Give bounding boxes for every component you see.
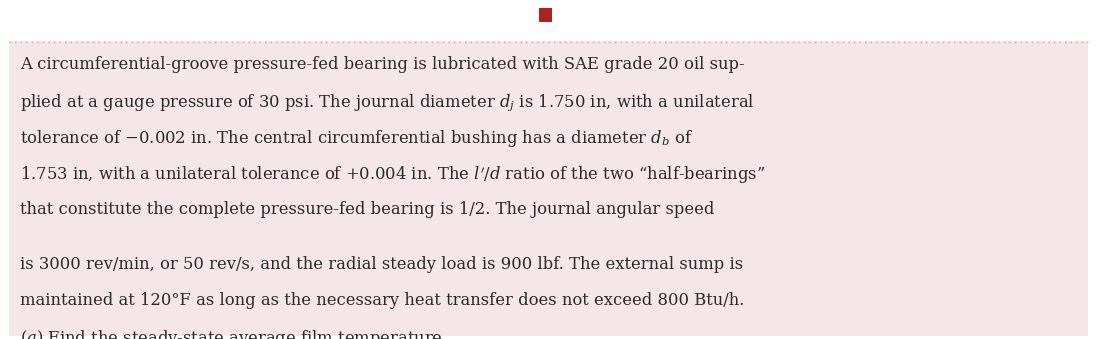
Text: that constitute the complete pressure-fed bearing is 1/2. The journal angular sp: that constitute the complete pressure-fe… (20, 201, 714, 218)
Bar (9, 41, 1088, 336)
Text: A circumferential-groove pressure-fed bearing is lubricated with SAE grade 20 oi: A circumferential-groove pressure-fed be… (20, 56, 745, 73)
Text: maintained at 120°F as long as the necessary heat transfer does not exceed 800 B: maintained at 120°F as long as the neces… (20, 292, 744, 309)
Text: is 3000 rev/min, or 50 rev/s, and the radial steady load is 900 lbf. The externa: is 3000 rev/min, or 50 rev/s, and the ra… (20, 256, 743, 273)
Text: ($a$) Find the steady-state average film temperature.: ($a$) Find the steady-state average film… (20, 328, 448, 339)
Text: plied at a gauge pressure of 30 psi. The journal diameter $d_j$ is 1.750 in, wit: plied at a gauge pressure of 30 psi. The… (20, 92, 755, 113)
Bar (539, 8, 552, 22)
Text: 1.753 in, with a unilateral tolerance of +0.004 in. The $l^{\prime}$/$d$ ratio o: 1.753 in, with a unilateral tolerance of… (20, 165, 765, 186)
Text: tolerance of −0.002 in. The central circumferential bushing has a diameter $d_b$: tolerance of −0.002 in. The central circ… (20, 128, 693, 149)
